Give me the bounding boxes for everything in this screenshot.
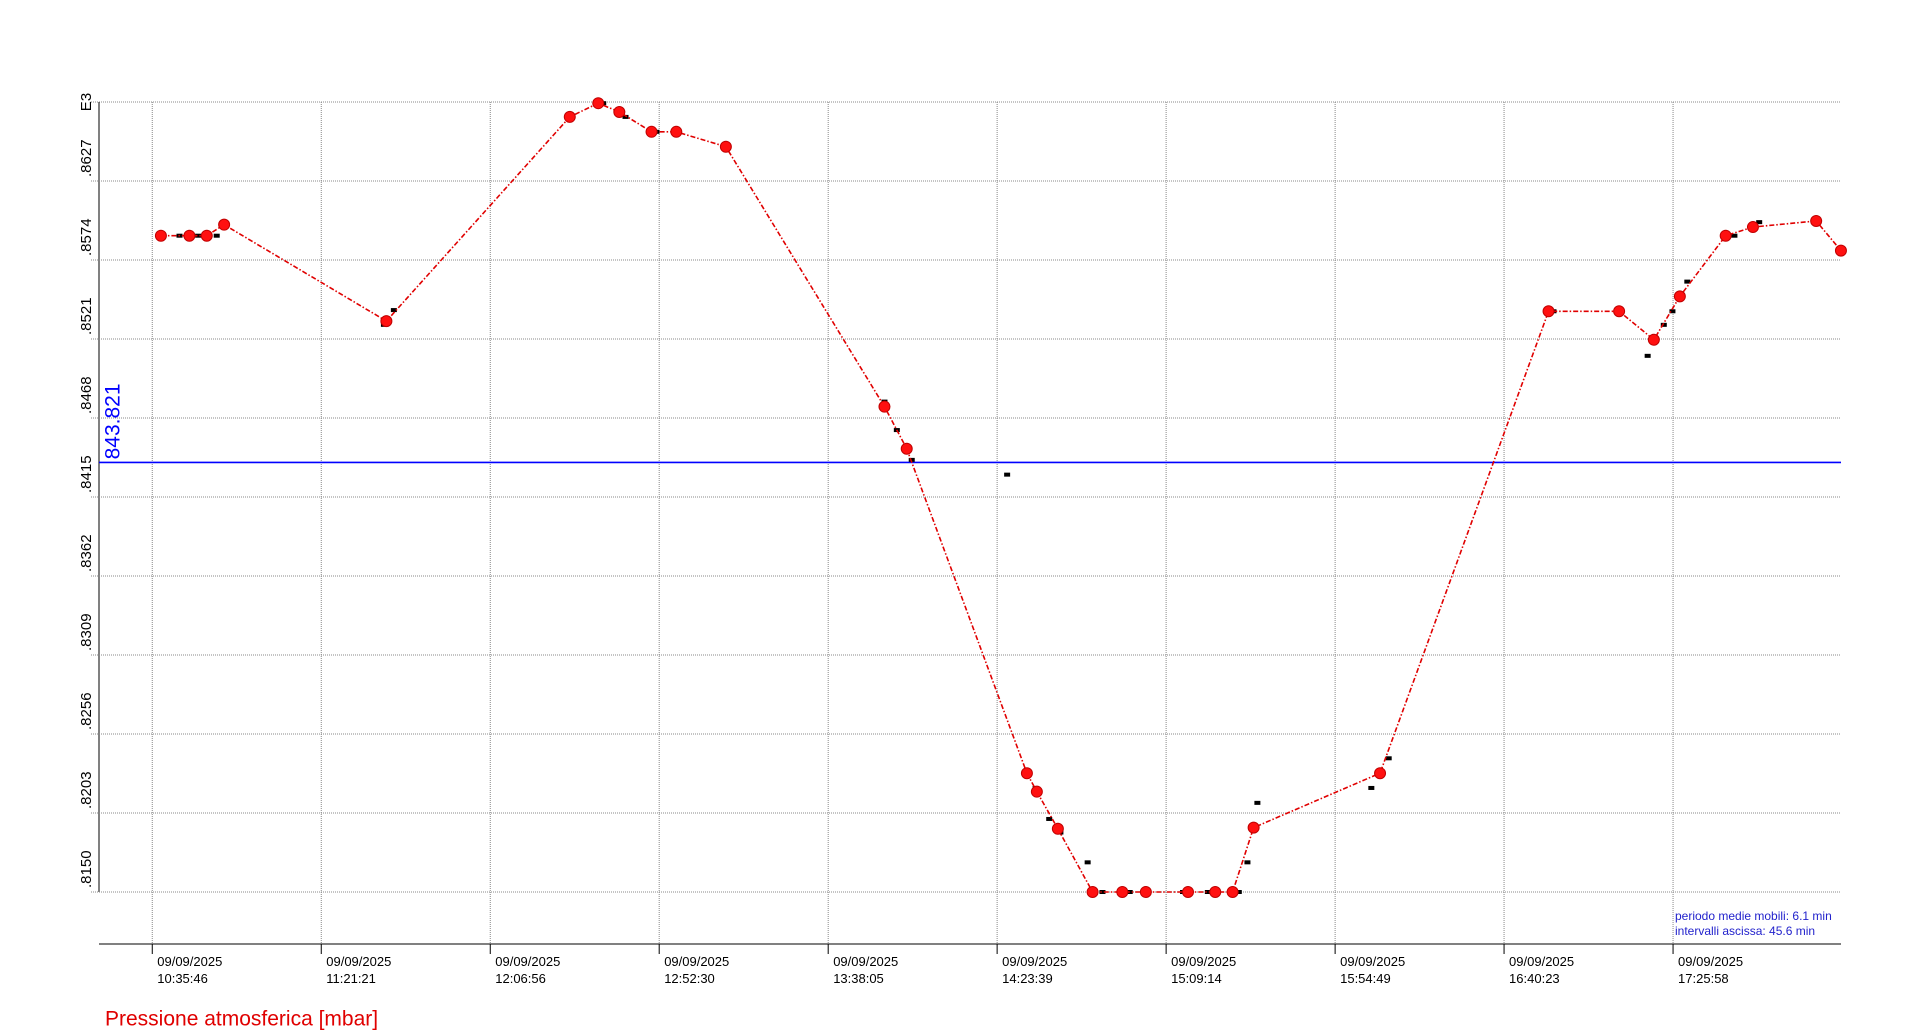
sample-point xyxy=(622,114,629,119)
sample-point xyxy=(1731,233,1738,238)
data-point xyxy=(878,400,891,413)
data-point xyxy=(1086,886,1099,898)
data-point xyxy=(1719,229,1732,242)
y-tick-label: .8468 xyxy=(78,376,95,414)
y-tick-label: .8309 xyxy=(78,613,95,651)
data-point xyxy=(1834,244,1847,257)
data-point xyxy=(200,229,213,242)
data-point xyxy=(1051,822,1064,835)
data-point xyxy=(1116,886,1129,898)
data-point xyxy=(1226,886,1239,898)
data-point xyxy=(592,97,605,110)
sample-point xyxy=(1004,472,1011,477)
y-multiplier: E3 xyxy=(78,93,95,111)
data-point xyxy=(1181,886,1194,898)
sample-point xyxy=(1235,890,1242,894)
x-tick-label: 09/09/2025 12:52:30 xyxy=(664,954,730,986)
data-point xyxy=(563,110,576,123)
sample-point xyxy=(195,233,202,238)
data-point xyxy=(380,315,393,328)
data-point xyxy=(1374,767,1387,780)
annotation: intervalli ascissa: 45.6 min xyxy=(1675,924,1815,938)
data-point xyxy=(1030,785,1043,798)
sample-point xyxy=(1385,756,1392,761)
data-point xyxy=(719,140,732,153)
x-tick-label: 09/09/2025 16:40:23 xyxy=(1509,954,1575,986)
y-tick-label: .8574 xyxy=(78,218,95,256)
data-point xyxy=(154,229,167,242)
reference-label: 843.821 xyxy=(102,383,125,459)
sample-point xyxy=(213,233,220,238)
data-point xyxy=(645,125,658,138)
sample-point xyxy=(908,457,915,462)
data-point xyxy=(1209,886,1222,898)
series-line xyxy=(160,102,1842,893)
annotation: periodo medie mobili: 6.1 min xyxy=(1675,909,1832,923)
y-tick-label: .8362 xyxy=(78,534,95,572)
data-point xyxy=(1247,821,1260,834)
data-point xyxy=(1020,767,1033,780)
data-point xyxy=(670,125,683,138)
x-tick-label: 09/09/2025 17:25:58 xyxy=(1678,954,1744,986)
data-point xyxy=(900,442,913,455)
sample-point xyxy=(1368,785,1375,790)
x-tick-label: 09/09/2025 11:21:21 xyxy=(326,954,392,986)
sample-point xyxy=(1244,860,1251,865)
sample-point xyxy=(1204,890,1211,894)
data-point xyxy=(1139,886,1152,898)
data-point xyxy=(218,218,231,231)
x-tick-label: 09/09/2025 14:23:39 xyxy=(1002,954,1068,986)
data-point xyxy=(1673,290,1686,303)
data-point xyxy=(613,105,626,118)
data-point xyxy=(1746,221,1759,234)
sample-point xyxy=(390,308,397,313)
data-point xyxy=(1647,333,1660,346)
data-point xyxy=(1542,305,1555,318)
sample-point xyxy=(1669,309,1676,314)
data-point xyxy=(1613,305,1626,318)
y-tick-label: .8521 xyxy=(78,297,95,335)
x-tick-label: 09/09/2025 12:06:56 xyxy=(495,954,561,986)
x-tick-label: 09/09/2025 10:35:46 xyxy=(157,954,223,986)
sample-point xyxy=(1660,322,1667,327)
y-tick-label: .8150 xyxy=(78,850,95,888)
sample-point xyxy=(1756,220,1763,225)
sample-point xyxy=(1046,816,1053,821)
x-tick-label: 09/09/2025 15:09:14 xyxy=(1171,954,1237,986)
data-point xyxy=(183,229,196,242)
y-tick-label: .8627 xyxy=(78,139,95,177)
y-tick-label: .8203 xyxy=(78,771,95,809)
series-label: Pressione atmosferica [mbar] xyxy=(105,1008,378,1031)
sample-point xyxy=(1084,860,1091,865)
sample-point xyxy=(1099,890,1106,894)
x-tick-label: 09/09/2025 15:54:49 xyxy=(1340,954,1406,986)
sample-point xyxy=(1644,353,1651,358)
y-tick-label: .8415 xyxy=(78,455,95,493)
x-tick-label: 09/09/2025 13:38:05 xyxy=(833,954,899,986)
sample-point xyxy=(1684,279,1691,284)
sample-point xyxy=(1254,800,1261,805)
y-tick-label: .8256 xyxy=(78,692,95,730)
data-point xyxy=(1810,214,1823,227)
